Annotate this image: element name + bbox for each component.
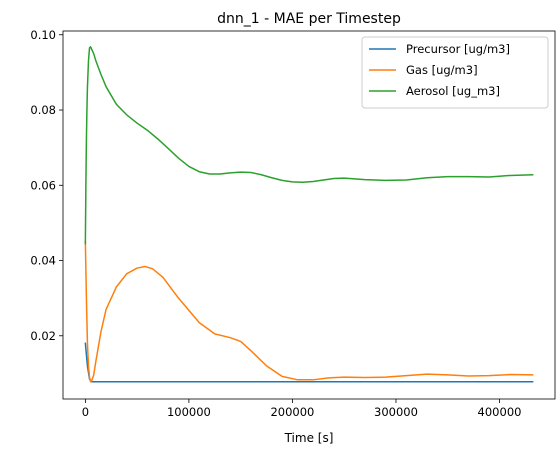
legend-label-0: Precursor [ug/m3] — [406, 42, 510, 56]
x-axis: 0 100000 200000 300000 400000 — [82, 399, 522, 419]
plot-area — [62, 30, 556, 400]
y-tick-label: 0.08 — [30, 103, 56, 117]
chart-title: dnn_1 - MAE per Timestep — [217, 11, 401, 27]
plot-frame — [62, 30, 556, 400]
legend-label-2: Aerosol [ug_m3] — [406, 84, 500, 98]
series-line-1 — [84, 240, 534, 383]
x-tick-label: 100000 — [167, 405, 211, 419]
y-tick-label: 0.04 — [30, 254, 56, 268]
x-tick-label: 400000 — [478, 405, 522, 419]
y-tick-label: 0.06 — [30, 178, 56, 192]
x-tick-label: 0 — [82, 405, 89, 419]
series-line-2 — [84, 46, 534, 245]
legend-label-1: Gas [ug/m3] — [406, 63, 478, 77]
y-tick-label: 0.02 — [30, 329, 56, 343]
y-tick-label: 0.10 — [30, 28, 56, 42]
y-axis: 0.02 0.04 0.06 0.08 0.10 — [30, 28, 63, 343]
x-tick-label: 200000 — [270, 405, 314, 419]
legend: Precursor [ug/m3] Gas [ug/m3] Aerosol [ug_… — [361, 36, 549, 109]
x-tick-label: 300000 — [374, 405, 418, 419]
x-axis-label: Time [s] — [284, 431, 334, 445]
legend-box — [361, 36, 549, 109]
